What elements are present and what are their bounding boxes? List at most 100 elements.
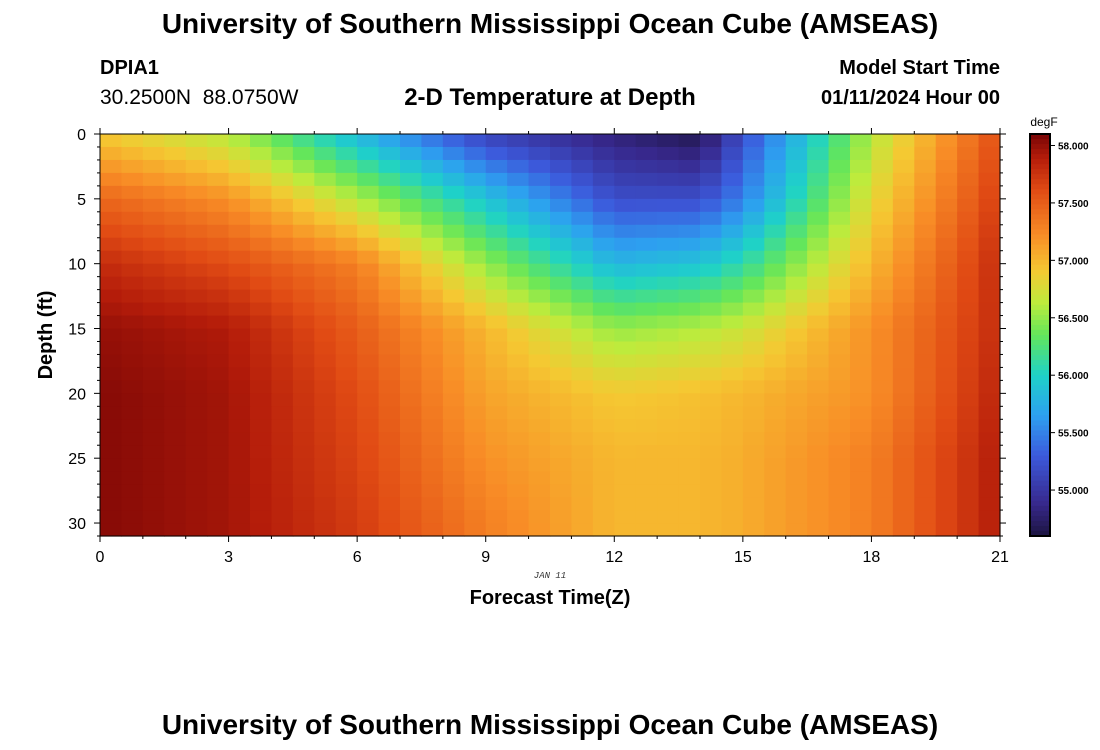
heatmap-cell — [657, 263, 680, 278]
heatmap-cell — [164, 341, 187, 356]
colorbar-swatch — [1030, 500, 1050, 507]
heatmap-cell — [228, 328, 251, 343]
heatmap-cell — [721, 510, 744, 524]
heatmap-cell — [121, 211, 144, 226]
heatmap-cell — [164, 302, 187, 317]
heatmap-cell — [828, 445, 851, 459]
heatmap-cell — [957, 134, 980, 148]
station-coordinates: 30.2500N 88.0750W — [100, 86, 299, 109]
heatmap-cell — [507, 354, 530, 369]
heatmap-cell — [507, 134, 530, 148]
heatmap-cell — [785, 198, 808, 213]
heatmap-cell — [185, 134, 208, 148]
colorbar-swatch — [1030, 415, 1050, 422]
heatmap-cell — [378, 406, 401, 420]
heatmap-cell — [871, 445, 894, 459]
heatmap-cell — [400, 419, 423, 433]
colorbar-tick-label: 55.000 — [1058, 486, 1089, 497]
x-tick-label: 0 — [96, 549, 105, 566]
heatmap-cell — [464, 380, 487, 394]
heatmap-cell — [528, 185, 551, 200]
heatmap-cell — [485, 237, 508, 252]
colorbar-tick-label: 56.000 — [1058, 371, 1089, 382]
heatmap-cell — [250, 172, 273, 187]
heatmap-cell — [100, 458, 123, 472]
heatmap-cell — [207, 289, 230, 304]
heatmap-cell — [892, 224, 915, 239]
heatmap-cell — [592, 367, 615, 381]
heatmap-cell — [785, 354, 808, 369]
heatmap-cell — [378, 237, 401, 252]
heatmap-cell — [250, 315, 273, 330]
heatmap-cell — [892, 510, 915, 524]
heatmap-cell — [657, 185, 680, 200]
heatmap-cell — [828, 198, 851, 213]
heatmap-cell — [485, 341, 508, 356]
heatmap-cell — [935, 406, 958, 420]
heatmap-cell — [485, 497, 508, 511]
heatmap-cell — [421, 523, 444, 537]
heatmap-cell — [850, 159, 873, 174]
heatmap-cell — [935, 134, 958, 148]
heatmap-cell — [700, 159, 723, 174]
heatmap-cell — [442, 250, 465, 265]
colorbar-swatch — [1030, 520, 1050, 527]
heatmap-cell — [807, 315, 830, 330]
heatmap-cell — [271, 172, 294, 187]
heatmap-cell — [507, 484, 530, 498]
heatmap-cell — [614, 419, 637, 433]
heatmap-cell — [485, 159, 508, 174]
heatmap-cell — [978, 159, 1001, 174]
heatmap-cell — [507, 497, 530, 511]
heatmap-cell — [185, 497, 208, 511]
heatmap-cell — [871, 419, 894, 433]
heatmap-cell — [228, 367, 251, 381]
heatmap-cell — [507, 471, 530, 485]
heatmap-cell — [142, 134, 165, 148]
heatmap-cell — [464, 159, 487, 174]
heatmap-cell — [571, 484, 594, 498]
heatmap-cell — [614, 328, 637, 343]
heatmap-cell — [614, 237, 637, 252]
heatmap-cell — [335, 380, 358, 394]
heatmap-cell — [592, 198, 615, 213]
heatmap-cell — [507, 341, 530, 356]
heatmap-cell — [785, 393, 808, 407]
heatmap-cell — [871, 185, 894, 200]
heatmap-cell — [378, 134, 401, 148]
heatmap-cell — [228, 224, 251, 239]
heatmap-cell — [335, 315, 358, 330]
heatmap-cell — [292, 198, 315, 213]
heatmap-cell — [571, 224, 594, 239]
heatmap-cell — [185, 302, 208, 317]
heatmap-cell — [892, 354, 915, 369]
colorbar-swatch — [1030, 174, 1050, 180]
heatmap-cell — [785, 289, 808, 304]
heatmap-cell — [914, 134, 937, 148]
heatmap-cell — [464, 510, 487, 524]
heatmap-cell — [207, 419, 230, 433]
colorbar-swatch — [1030, 209, 1050, 216]
heatmap-cell — [657, 406, 680, 420]
heatmap-cell — [142, 289, 165, 304]
heatmap-cell — [100, 432, 123, 446]
heatmap-cell — [507, 198, 530, 213]
heatmap-cell — [550, 393, 573, 407]
heatmap-cell — [185, 211, 208, 226]
heatmap-cell — [828, 276, 851, 291]
heatmap-cell — [657, 237, 680, 252]
heatmap-cell — [507, 315, 530, 330]
heatmap-cell — [700, 432, 723, 446]
heatmap-cell — [635, 159, 658, 174]
heatmap-cell — [850, 367, 873, 381]
heatmap-cell — [400, 159, 423, 174]
heatmap-cell — [828, 497, 851, 511]
heatmap-cell — [207, 328, 230, 343]
heatmap-cell — [228, 315, 251, 330]
heatmap-cell — [207, 432, 230, 446]
heatmap-cell — [935, 224, 958, 239]
heatmap-cell — [528, 237, 551, 252]
heatmap-cell — [271, 497, 294, 511]
heatmap-cell — [271, 146, 294, 161]
heatmap-cell — [871, 406, 894, 420]
